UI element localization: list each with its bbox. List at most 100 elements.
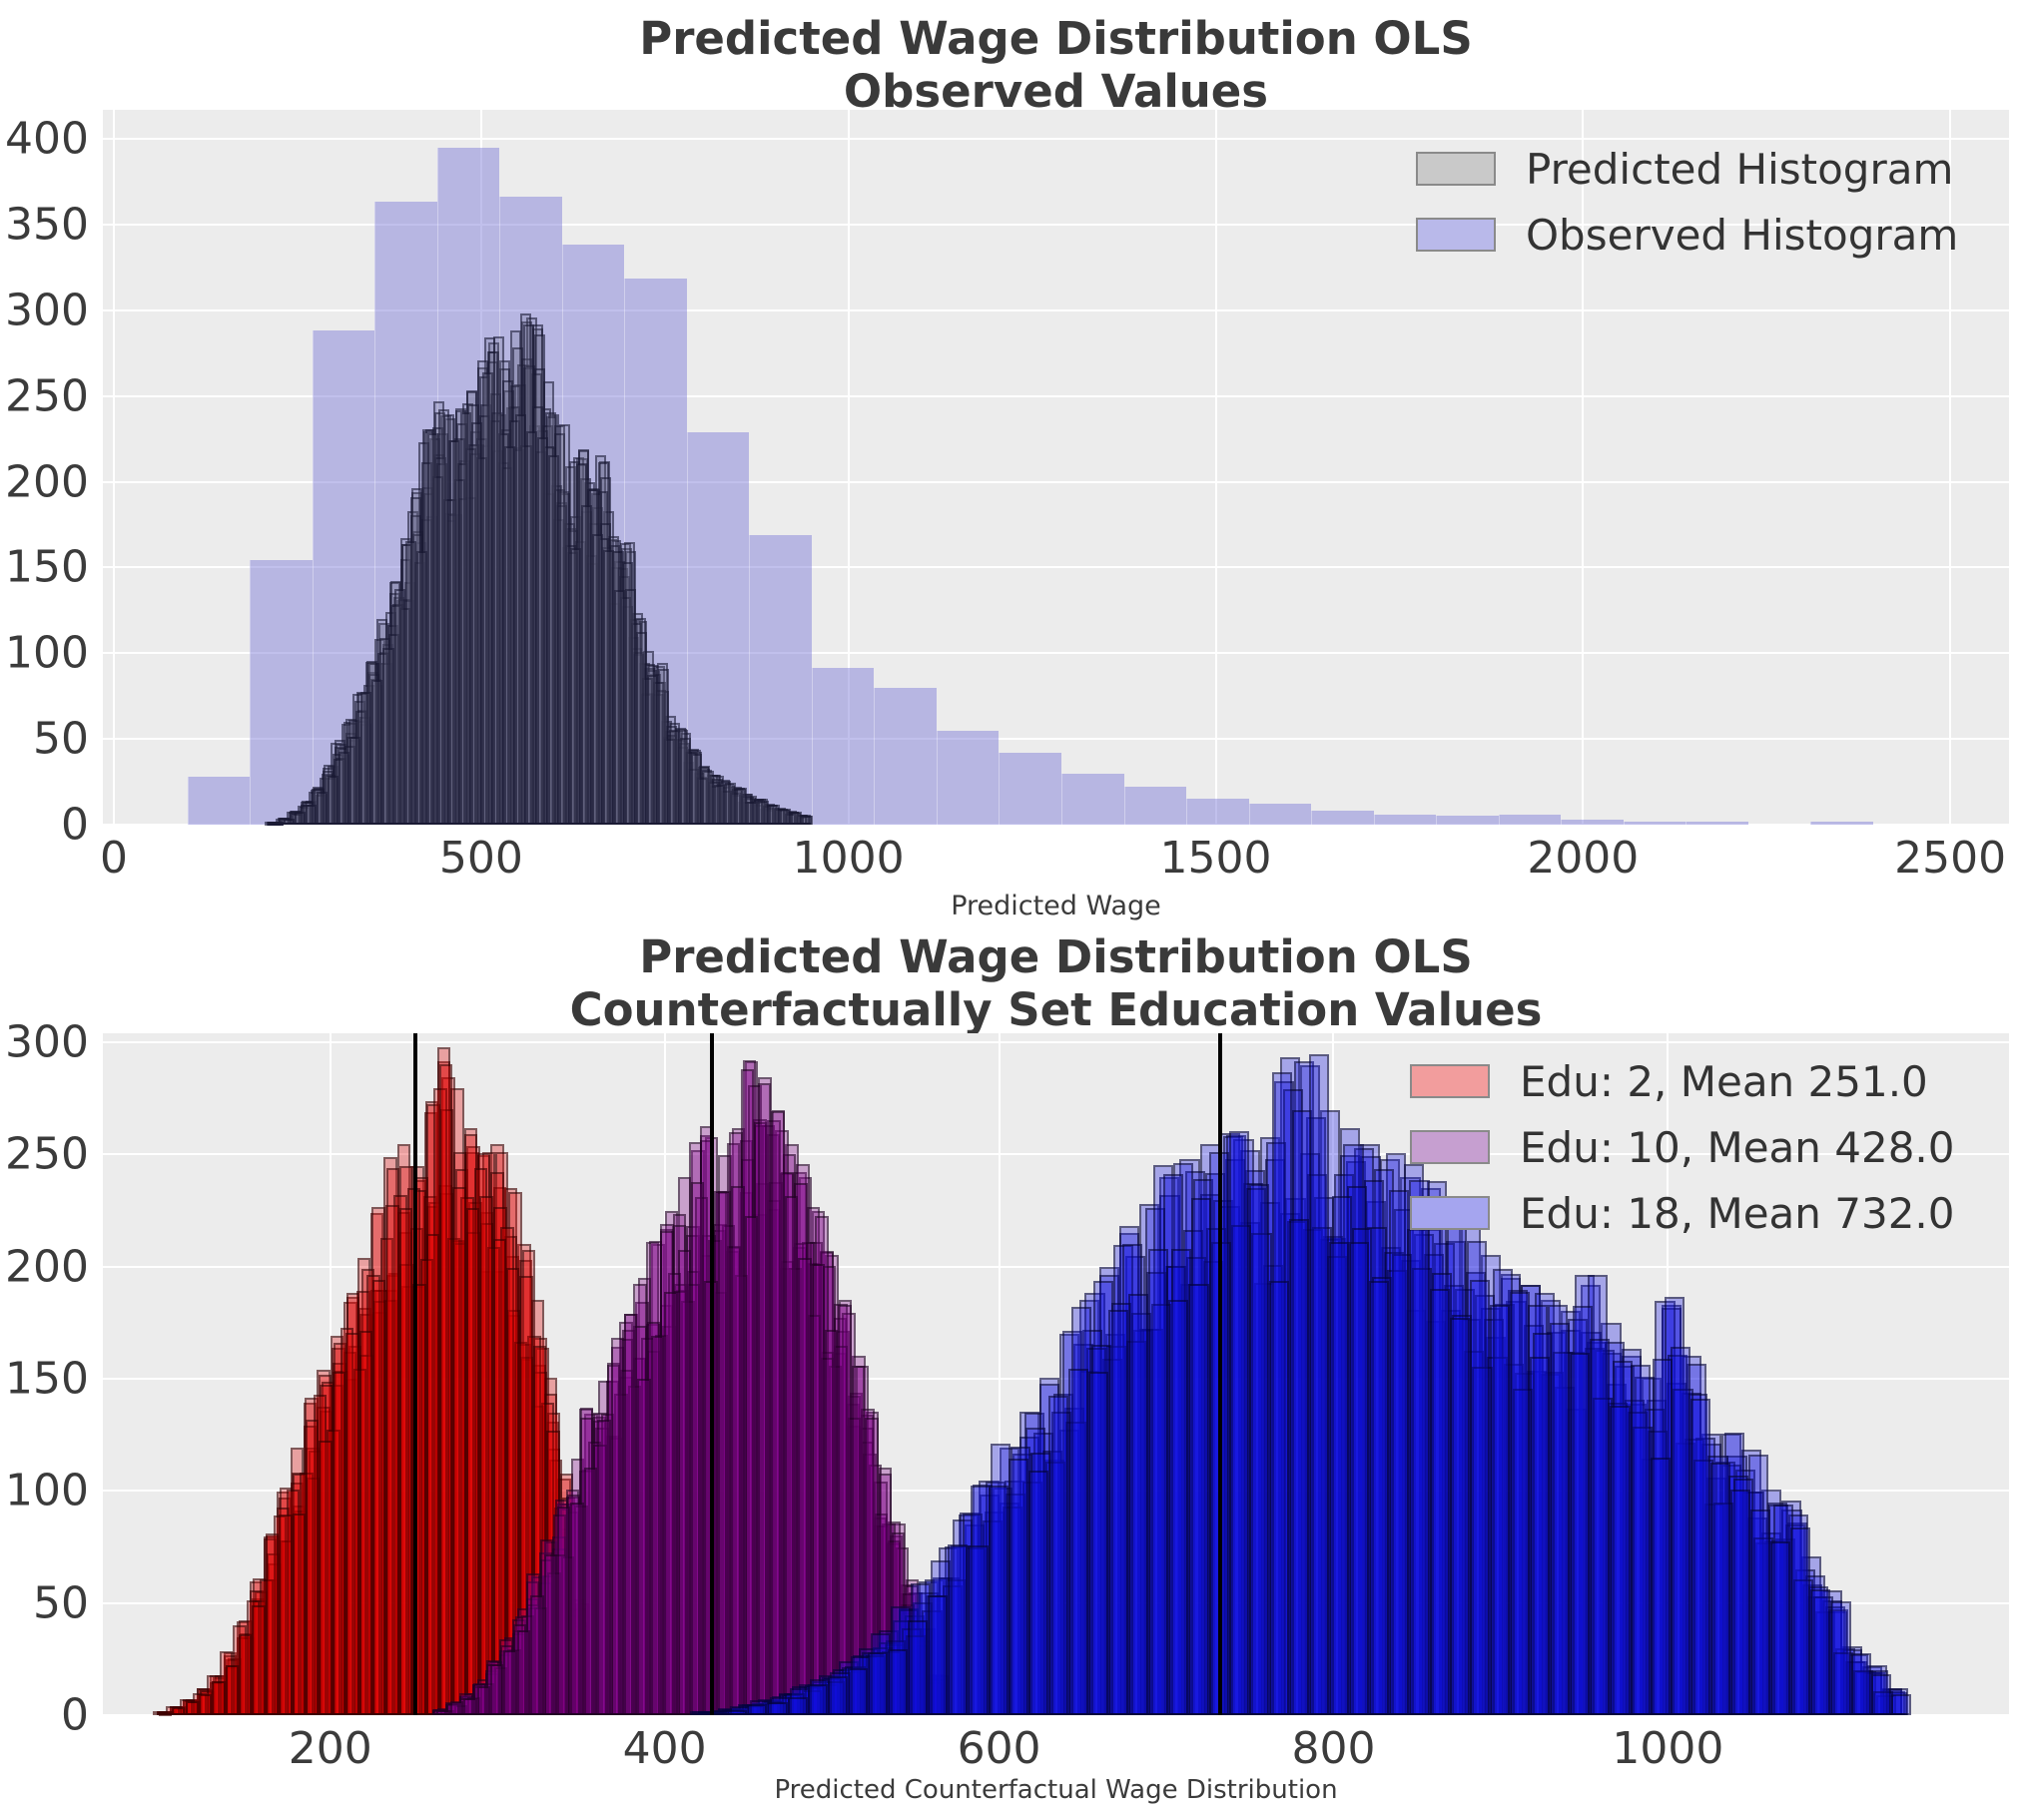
histogram-bar <box>541 1575 556 1715</box>
histogram-bar <box>1354 1147 1375 1715</box>
histogram-bar <box>979 1481 1000 1715</box>
gridline-y <box>103 738 2009 741</box>
histogram-bar <box>552 1515 567 1715</box>
histogram-bar <box>900 1593 915 1715</box>
histogram-bar <box>686 1270 701 1715</box>
histogram-bar <box>1460 1319 1481 1715</box>
histogram-bar <box>156 1711 170 1716</box>
histogram-bar <box>473 1168 487 1715</box>
histogram-bar <box>387 1273 402 1715</box>
histogram-bar <box>450 1701 464 1715</box>
histogram-bar <box>1443 1285 1464 1715</box>
histogram-bar <box>320 1385 334 1715</box>
histogram-bar <box>1775 1538 1796 1715</box>
histogram-bar <box>226 1659 240 1715</box>
histogram-bar <box>859 1656 880 1715</box>
histogram-bar <box>1162 1173 1183 1715</box>
histogram-bar <box>566 1496 580 1715</box>
histogram-bar <box>592 533 604 825</box>
histogram-bar <box>481 1151 496 1715</box>
histogram-bar <box>566 1494 580 1715</box>
histogram-bar <box>882 1522 896 1715</box>
histogram-bar <box>1059 1429 1080 1715</box>
histogram-bar <box>1119 1233 1140 1715</box>
histogram-bar <box>478 1271 493 1715</box>
histogram-bar <box>236 1621 251 1715</box>
histogram-bar <box>735 787 747 825</box>
histogram-bar <box>1112 1244 1133 1715</box>
histogram-bar <box>544 1540 558 1715</box>
histogram-bar <box>1299 1065 1321 1715</box>
histogram-bar <box>431 1708 446 1715</box>
histogram-bar <box>263 1536 278 1715</box>
histogram-bar <box>603 550 615 825</box>
histogram-bar <box>1084 1293 1105 1715</box>
histogram-bar <box>166 1706 180 1715</box>
histogram-bar <box>878 1630 900 1715</box>
histogram-bar <box>439 1064 453 1715</box>
histogram-bar <box>284 818 296 825</box>
histogram-bar <box>780 1260 795 1715</box>
histogram-bar <box>319 1410 334 1715</box>
histogram-bar <box>731 1128 746 1715</box>
histogram-bar <box>892 1522 906 1715</box>
histogram-bar <box>1781 1501 1802 1715</box>
histogram-bar <box>559 424 571 825</box>
histogram-bar <box>999 1447 1019 1715</box>
histogram-bar <box>536 437 548 825</box>
histogram-bar <box>266 1534 280 1715</box>
histogram-bar <box>493 1206 507 1715</box>
histogram-bar <box>210 1674 224 1715</box>
histogram-bar <box>579 1470 593 1715</box>
histogram-bar <box>845 1666 866 1715</box>
histogram-bar <box>933 1576 954 1715</box>
gridline-y <box>103 308 2009 311</box>
histogram-bar <box>1349 1242 1370 1715</box>
histogram-bar <box>212 1681 226 1715</box>
histogram-bar <box>858 1647 879 1715</box>
histogram-bar <box>506 1315 520 1715</box>
histogram-bar <box>538 1552 553 1715</box>
histogram-bar <box>678 1177 692 1715</box>
histogram-bar <box>458 1696 472 1715</box>
histogram-bar <box>293 1505 307 1715</box>
histogram-bar <box>183 1699 197 1715</box>
histogram-bar <box>633 1326 647 1715</box>
x-tick-label: 500 <box>438 833 523 884</box>
histogram-bar <box>758 1702 779 1715</box>
histogram-bar <box>928 1677 942 1715</box>
histogram-bar <box>308 1450 322 1715</box>
histogram-bar <box>1841 1645 1862 1715</box>
histogram-bar <box>526 1603 540 1715</box>
histogram-bar <box>793 1246 807 1715</box>
histogram-bar <box>1541 1373 1562 1715</box>
x-tick-label: 2000 <box>1527 833 1640 884</box>
histogram-bar <box>539 1582 553 1715</box>
histogram-bar <box>1024 1412 1045 1715</box>
histogram-bar <box>922 1628 936 1715</box>
histogram-bar <box>809 1242 824 1715</box>
histogram-bar <box>905 1578 920 1715</box>
histogram-bar <box>1179 1159 1200 1715</box>
histogram-bar <box>575 1603 589 1715</box>
histogram-bar <box>727 1709 748 1715</box>
histogram-bar <box>798 1177 812 1715</box>
histogram-bar <box>820 1251 834 1715</box>
histogram-bar <box>573 1621 587 1715</box>
histogram-bar <box>1228 1130 1249 1715</box>
histogram-bar <box>698 1710 719 1715</box>
histogram-bar <box>610 1337 625 1715</box>
histogram-bar <box>520 1615 535 1715</box>
histogram-bar <box>704 1711 725 1716</box>
histogram-bar <box>1446 1240 1467 1715</box>
histogram-bar <box>798 1685 819 1715</box>
histogram-bar <box>1325 1238 1346 1715</box>
x-tick-label: 200 <box>288 1723 372 1774</box>
histogram-bar <box>477 1154 491 1715</box>
histogram-bar <box>1164 1265 1185 1715</box>
histogram-bar <box>279 1539 294 1715</box>
histogram-bar <box>525 1598 540 1715</box>
histogram-bar <box>1861 1672 1882 1715</box>
histogram-bar <box>303 1426 318 1715</box>
histogram-bar <box>253 1599 267 1715</box>
